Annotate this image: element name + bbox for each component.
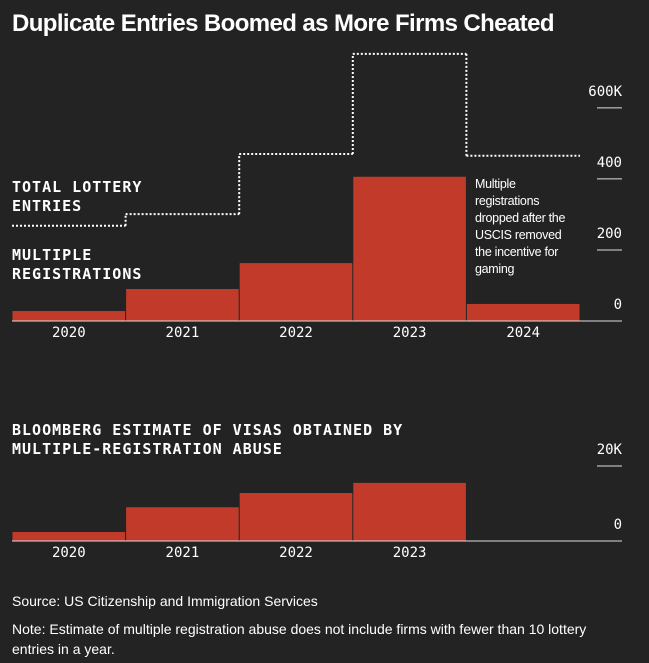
bar [353,482,466,541]
x-tick-label: 2021 [166,325,200,341]
bar [12,532,126,541]
x-tick-label: 2022 [279,545,313,561]
bar [126,289,239,321]
bar [239,263,353,321]
x-tick-label: 2023 [393,325,427,341]
x-tick-label: 2022 [279,325,313,341]
note: Note: Estimate of multiple registration … [12,621,587,657]
bar [12,311,126,321]
x-tick-label: 2024 [506,325,540,341]
x-tick-label: 2020 [52,325,86,341]
y-tick-label: 200 [597,226,622,242]
x-tick-label: 2021 [166,545,200,561]
y-tick-label: 20K [597,442,623,458]
x-tick-label: 2023 [393,545,427,561]
y-tick-label: 0 [614,297,622,313]
annotation: Multiple registrations dropped after the… [475,177,566,276]
bar [466,303,580,321]
chart-title: Duplicate Entries Boomed as More Firms C… [12,10,554,37]
y-tick-label: 400 [597,155,622,171]
series-label: TOTAL LOTTERY ENTRIES [12,178,143,215]
series-label: MULTIPLE REGISTRATIONS [12,246,143,283]
y-tick-label: 600K [588,84,622,100]
x-tick-label: 2020 [52,545,86,561]
bar [239,493,353,541]
bar [126,507,239,541]
source: Source: US Citizenship and Immigration S… [12,593,318,609]
y-tick-label: 0 [614,517,622,533]
bar [353,176,466,321]
chart-subtitle: BLOOMBERG ESTIMATE OF VISAS OBTAINED BY … [12,421,404,458]
